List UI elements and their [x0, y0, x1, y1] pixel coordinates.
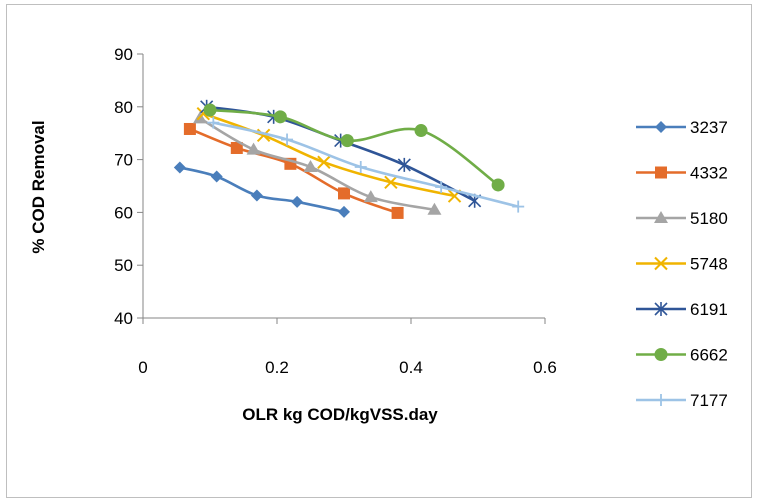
- x-tick-label: 0.2: [265, 358, 289, 377]
- y-axis-title: % COD Removal: [29, 120, 48, 253]
- data-point: [230, 141, 243, 154]
- legend-label: 6662: [690, 346, 728, 365]
- chart-frame: [6, 4, 752, 498]
- y-tick-label: 60: [114, 203, 133, 222]
- data-point: [183, 122, 196, 135]
- legend-marker: [655, 166, 667, 179]
- y-tick-label: 50: [114, 256, 133, 275]
- legend: 3237 4332 5180 5748 6191 6662 7177: [636, 118, 728, 410]
- legend-marker: [654, 256, 668, 271]
- data-point: [281, 133, 294, 146]
- data-point: [397, 157, 411, 172]
- data-point: [491, 178, 505, 192]
- y-tick-label: 40: [114, 309, 133, 328]
- series-5180: [192, 111, 442, 215]
- x-tick-label: 0.4: [399, 358, 423, 377]
- data-point: [391, 206, 404, 219]
- legend-marker: [654, 211, 668, 223]
- legend-label: 5748: [690, 255, 728, 274]
- legend-label: 7177: [690, 391, 728, 410]
- data-point: [384, 175, 398, 190]
- data-point: [173, 161, 186, 174]
- data-point: [246, 142, 261, 155]
- data-point: [250, 189, 263, 202]
- data-point: [210, 170, 223, 183]
- legend-label: 6191: [690, 300, 728, 319]
- data-point: [338, 187, 350, 200]
- y-tick-label: 80: [114, 98, 133, 117]
- data-point: [414, 124, 428, 138]
- data-point: [317, 155, 331, 169]
- legend-item: 6662: [636, 346, 728, 365]
- legend-label: 5180: [690, 209, 728, 228]
- legend-item: 5180: [636, 209, 728, 228]
- data-point: [354, 160, 367, 173]
- legend-marker: [654, 302, 668, 316]
- legend-label: 4332: [690, 164, 728, 183]
- legend-item: 7177: [636, 391, 728, 410]
- series-7177: [207, 116, 525, 213]
- legend-item: 5748: [636, 255, 728, 274]
- data-point: [303, 159, 318, 172]
- data-point: [340, 134, 354, 148]
- y-tick-label: 70: [114, 151, 133, 170]
- legend-marker: [654, 348, 668, 361]
- legend-marker: [655, 394, 667, 406]
- data-point: [291, 195, 304, 208]
- data-point: [203, 103, 217, 117]
- y-tick-label: 90: [114, 45, 133, 64]
- data-point: [512, 200, 525, 213]
- series-line: [178, 166, 346, 214]
- data-point: [363, 190, 378, 203]
- data-point: [427, 202, 442, 215]
- legend-item: 3237: [636, 118, 728, 137]
- x-tick-label: 0: [138, 358, 147, 377]
- data-point: [435, 181, 448, 194]
- series-3237: [173, 161, 350, 218]
- series-6662: [203, 103, 505, 192]
- x-axis-title: OLR kg COD/kgVSS.day: [242, 405, 438, 424]
- legend-marker: [655, 121, 667, 133]
- axes: 40 50 60 70 80 90 0 0.2 0.4 0.6: [114, 45, 557, 377]
- legend-item: 6191: [636, 300, 728, 319]
- x-tick-label: 0.6: [533, 358, 557, 377]
- data-point: [273, 110, 287, 124]
- legend-label: 3237: [690, 118, 728, 137]
- data-point: [207, 116, 220, 129]
- data-point: [338, 205, 350, 218]
- legend-item: 4332: [636, 164, 728, 183]
- plot-area: [173, 99, 525, 219]
